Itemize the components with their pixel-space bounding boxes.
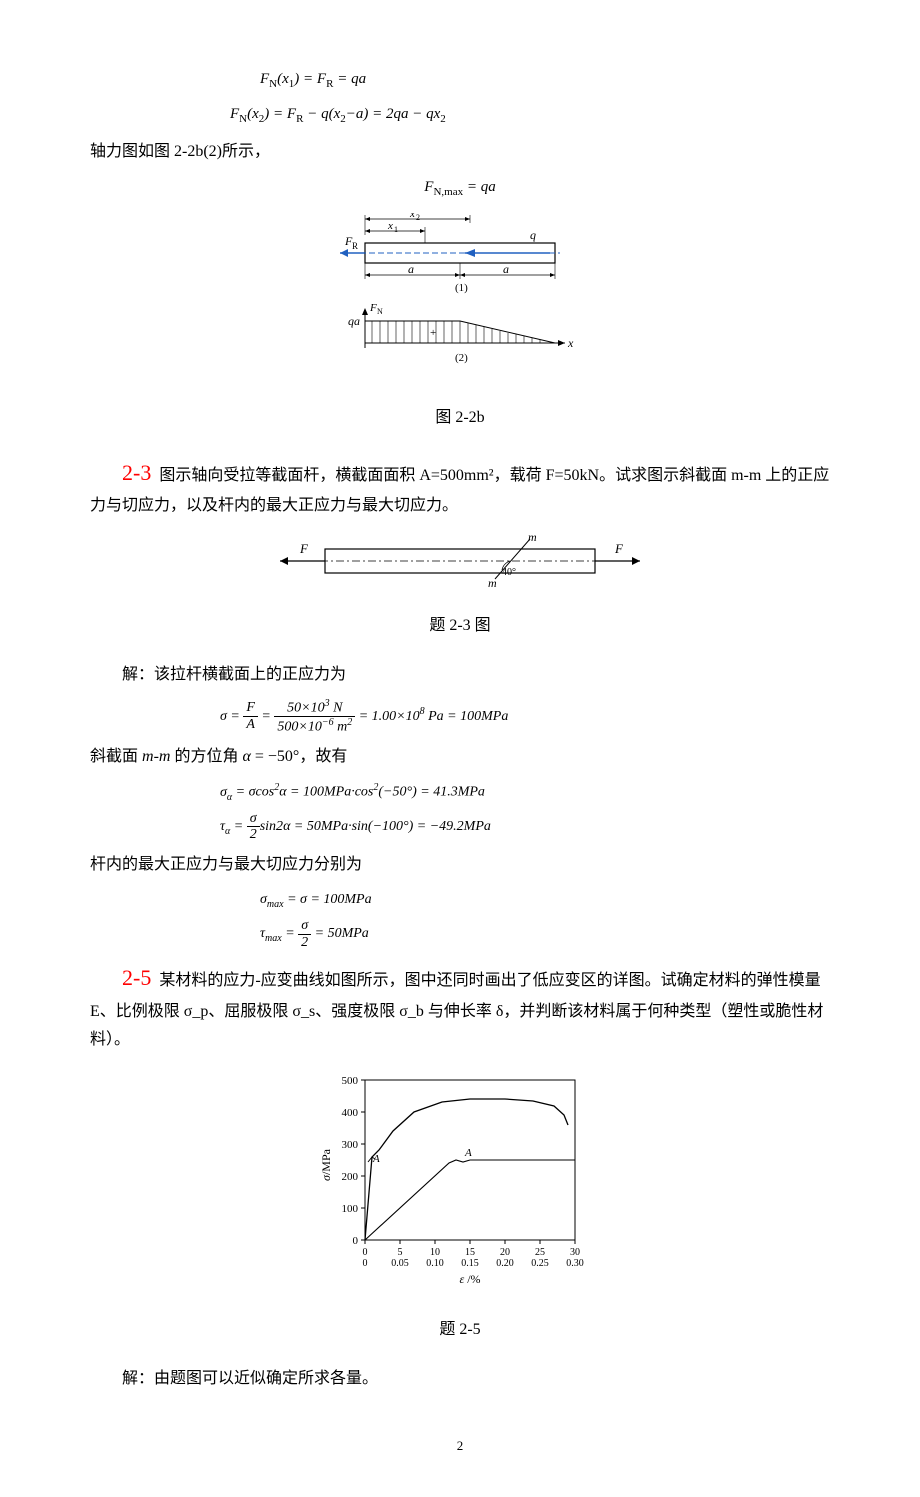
- svg-text:40°: 40°: [502, 567, 516, 578]
- solution-2-3-intro: 解：该拉杆横截面上的正应力为: [90, 661, 830, 690]
- svg-text:400: 400: [342, 1107, 359, 1119]
- svg-text:m: m: [488, 576, 497, 590]
- equation-tau-max: τmax = σ2 = 50MPa: [90, 918, 830, 950]
- equation-sigma-alpha: σα = σcos2α = 100MPa·cos2(−50°) = 41.3MP…: [90, 779, 830, 806]
- equation-sigma-max: σmax = σ = 100MPa: [90, 887, 830, 914]
- svg-text:m: m: [528, 531, 537, 544]
- svg-text:F: F: [369, 302, 377, 314]
- problem-2-3-statement: 2-3图示轴向受拉等截面杆，横截面面积 A=500mm²，载荷 F=50kN。试…: [90, 453, 830, 521]
- svg-text:(1): (1): [455, 282, 468, 294]
- text-axial-diagram: 轴力图如图 2-2b(2)所示，: [90, 138, 830, 167]
- svg-text:5: 5: [398, 1247, 403, 1258]
- equation-tau-alpha: τα = σ2sin2α = 50MPa·sin(−100°) = −49.2M…: [90, 811, 830, 843]
- svg-text:2: 2: [416, 213, 420, 222]
- svg-text:10: 10: [430, 1247, 440, 1258]
- text-alpha-angle: 斜截面 m-m 的方位角 α = −50°，故有: [90, 743, 830, 772]
- svg-text:N: N: [377, 307, 383, 316]
- svg-text:200: 200: [342, 1171, 359, 1183]
- svg-text:0.20: 0.20: [496, 1258, 514, 1269]
- svg-text:0: 0: [353, 1235, 359, 1247]
- svg-text:+: +: [430, 327, 436, 339]
- solution-2-5-intro: 解：由题图可以近似确定所求各量。: [90, 1365, 830, 1394]
- caption-fig-2-3: 题 2-3 图: [90, 612, 830, 641]
- svg-text:0.25: 0.25: [531, 1258, 549, 1269]
- problem-number-2-3: 2-3: [122, 460, 151, 485]
- figure-2-3: F F m m 40°: [90, 531, 830, 602]
- svg-text:20: 20: [500, 1247, 510, 1258]
- svg-text:100: 100: [342, 1203, 359, 1215]
- svg-text:0.10: 0.10: [426, 1258, 444, 1269]
- equation-fnmax: FN,max = qa: [90, 174, 830, 203]
- svg-text:ε /%: ε /%: [459, 1272, 480, 1286]
- caption-fig-2-5: 题 2-5: [90, 1316, 830, 1345]
- equation-fn-x2: FN(x2) = FR − q(x2−a) = 2qa − qx2: [90, 101, 830, 130]
- svg-text:a: a: [503, 262, 509, 276]
- svg-text:F: F: [614, 541, 624, 556]
- svg-text:σ/MPa: σ/MPa: [319, 1149, 333, 1182]
- svg-text:0.05: 0.05: [391, 1258, 409, 1269]
- svg-text:0.30: 0.30: [566, 1258, 584, 1269]
- figure-2-5-chart: 0 100 200 300 400 500 00 50.05 100.10 15…: [90, 1065, 830, 1306]
- svg-text:A: A: [464, 1147, 472, 1159]
- svg-text:500: 500: [342, 1075, 359, 1087]
- svg-text:0: 0: [363, 1258, 368, 1269]
- svg-text:30: 30: [570, 1247, 580, 1258]
- svg-text:F: F: [299, 541, 309, 556]
- svg-text:0.15: 0.15: [461, 1258, 479, 1269]
- label-q: q: [530, 228, 536, 242]
- svg-text:(2): (2): [455, 352, 468, 364]
- caption-fig-2-2b: 图 2-2b: [90, 404, 830, 433]
- page-number: 2: [90, 1434, 830, 1457]
- svg-text:a: a: [408, 262, 414, 276]
- svg-text:R: R: [352, 241, 358, 251]
- svg-text:qa: qa: [348, 314, 360, 328]
- problem-2-5-statement: 2-5某材料的应力-应变曲线如图所示，图中还同时画出了低应变区的详图。试确定材料…: [90, 958, 830, 1055]
- svg-text:x: x: [387, 220, 393, 232]
- svg-text:A: A: [372, 1153, 380, 1165]
- problem-number-2-5: 2-5: [122, 965, 151, 990]
- svg-text:300: 300: [342, 1139, 359, 1151]
- svg-text:0: 0: [363, 1247, 368, 1258]
- equation-sigma: σ = FA = 50×103 N500×10−6 m2 = 1.00×108 …: [90, 698, 830, 735]
- svg-text:1: 1: [394, 225, 398, 234]
- svg-text:15: 15: [465, 1247, 475, 1258]
- svg-text:x: x: [409, 213, 415, 220]
- svg-text:x: x: [567, 336, 574, 350]
- figure-2-2b: F R q x1 x2 a a (1): [90, 213, 830, 394]
- equation-fn-x1: FN(x1) = FR = qa: [90, 66, 830, 95]
- text-max-stress: 杆内的最大正应力与最大切应力分别为: [90, 851, 830, 880]
- svg-text:25: 25: [535, 1247, 545, 1258]
